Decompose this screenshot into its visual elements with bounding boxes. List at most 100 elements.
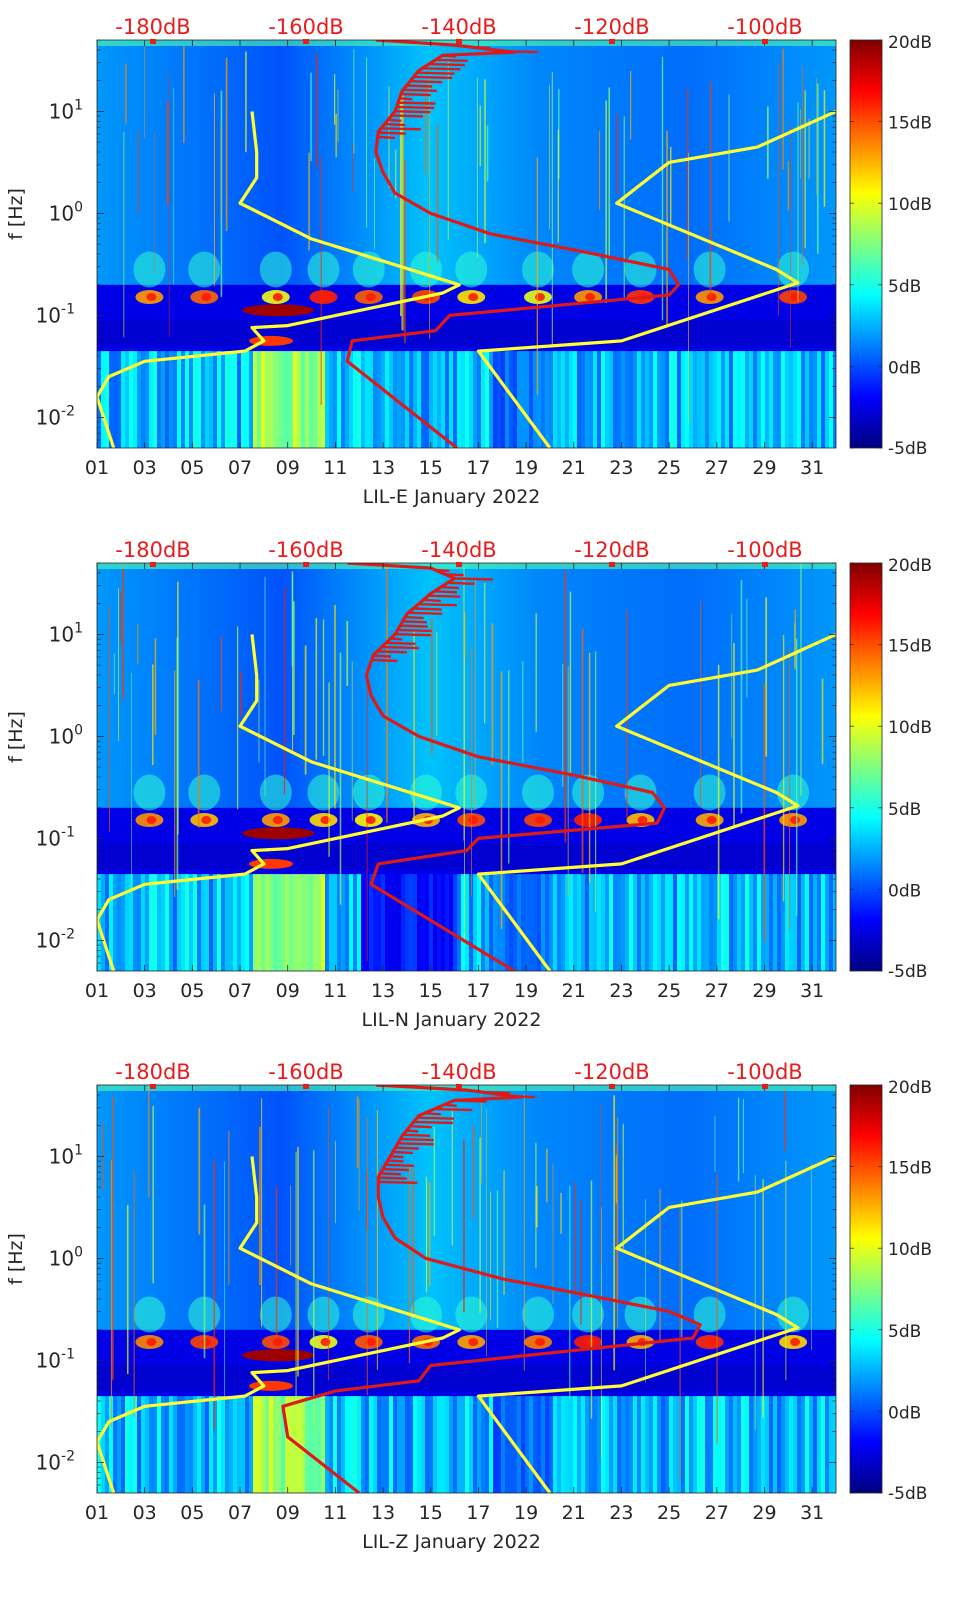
spectrogram-column	[565, 874, 570, 971]
spectrogram-column	[665, 351, 670, 448]
psd-wiggle	[396, 105, 435, 110]
spectrogram-column	[549, 1396, 554, 1493]
spectrogram-column	[613, 351, 618, 448]
spectrogram-column	[125, 874, 130, 971]
spectrogram-column	[353, 1396, 358, 1493]
spectrogram-column	[397, 351, 402, 448]
spectrogram-column	[585, 874, 590, 971]
spectrogram-column	[349, 874, 354, 971]
microseism-core	[320, 1338, 331, 1347]
spectrogram-column	[597, 1396, 602, 1493]
psd-wiggle	[423, 598, 442, 603]
spectrogram-column	[141, 351, 146, 448]
top-db-tick	[150, 562, 156, 567]
top-db-tick	[456, 39, 462, 44]
spectrogram	[97, 563, 836, 971]
top-db-label: -100dB	[727, 15, 802, 39]
spectrogram-column	[589, 351, 594, 448]
x-tick-label: 09	[276, 457, 300, 479]
spectrogram-column	[753, 1396, 758, 1493]
spectrogram-column	[273, 874, 278, 971]
colorbar-tick-label: 5dB	[888, 800, 921, 820]
y-tick-label: 101	[49, 1142, 83, 1168]
spectrogram-column	[101, 1396, 106, 1493]
psd-wiggle	[434, 1107, 473, 1112]
spectrogram-column	[401, 874, 406, 971]
psd-wiggle	[378, 1176, 407, 1180]
spectrogram-column	[289, 874, 294, 971]
spectrogram-column	[689, 351, 694, 448]
spectrogram-column	[257, 351, 262, 448]
storm-event	[242, 827, 315, 840]
psd-wiggle	[505, 50, 538, 54]
spectrogram-column	[289, 1396, 294, 1493]
spectrogram-column	[141, 874, 146, 971]
spectrogram-column	[789, 874, 794, 971]
spectrogram-column	[809, 874, 814, 971]
spectrogram-column	[557, 351, 562, 448]
microseism-core	[706, 293, 717, 302]
colorbar-tick-label: -5dB	[888, 962, 927, 982]
spectrogram-column	[665, 1396, 670, 1493]
microseism-plume	[572, 1296, 605, 1333]
y-tick-exponent: -2	[61, 1448, 75, 1464]
spectrogram-column	[217, 1396, 222, 1493]
spectrogram-column	[453, 1396, 458, 1493]
top-db-tick	[762, 39, 768, 44]
spectrogram-column	[521, 874, 526, 971]
top-db-tick	[456, 562, 462, 567]
spectrogram-column	[169, 1396, 174, 1493]
y-tick-label: 101	[49, 97, 83, 123]
spectrogram-column	[285, 874, 290, 971]
microseism-core	[320, 293, 331, 302]
spectrogram-column	[409, 1396, 414, 1493]
spectrogram-column	[361, 874, 366, 971]
psd-wiggle	[384, 122, 406, 127]
spectrogram-column	[729, 1396, 734, 1493]
spectrogram-column	[497, 1396, 502, 1493]
spectrogram-column	[745, 351, 750, 448]
spectrogram-column	[105, 1396, 110, 1493]
top-db-tick	[150, 39, 156, 44]
psd-wiggle	[390, 1154, 404, 1159]
microseism-core	[468, 293, 479, 302]
microseism-core	[272, 1338, 283, 1347]
spectrogram-column	[753, 351, 758, 448]
spectrogram-column	[409, 874, 414, 971]
spectrogram-column	[449, 1396, 454, 1493]
spectrogram-column	[501, 874, 506, 971]
spectrogram-column	[469, 1396, 474, 1493]
spectrogram-column	[789, 351, 794, 448]
spectrogram-column	[269, 1396, 274, 1493]
spectrogram-column	[653, 1396, 658, 1493]
spectrogram-column	[325, 1396, 330, 1493]
spectrogram-column	[697, 1396, 702, 1493]
high-noise-model-curve	[476, 109, 836, 448]
spectrogram-column	[817, 874, 822, 971]
spectrogram-column	[565, 351, 570, 448]
y-tick-label: 10-1	[36, 1346, 75, 1372]
spectrogram-column	[161, 351, 166, 448]
spectrogram-column	[721, 874, 726, 971]
spectrogram-column	[817, 351, 822, 448]
spectrogram-column	[437, 874, 442, 971]
spectrogram-column	[225, 1396, 230, 1493]
microseism-plume	[572, 251, 605, 288]
x-tick-label: 15	[419, 1502, 443, 1524]
low-noise-model-curve	[97, 111, 461, 448]
colorbar-tick-label: 15dB	[888, 1159, 932, 1179]
spectrogram-column	[705, 874, 710, 971]
top-band	[97, 1085, 836, 1091]
spectrogram-column	[597, 351, 602, 448]
colorbar-tick-label: 0dB	[888, 358, 921, 378]
psd-wiggle	[392, 1150, 413, 1155]
spectrogram-column	[701, 1396, 706, 1493]
spectrogram-column	[617, 1396, 622, 1493]
spectrogram-column	[605, 351, 610, 448]
spectrogram-column	[441, 874, 446, 971]
spectrogram-column	[765, 1396, 770, 1493]
spectrogram-column	[573, 874, 578, 971]
spectrogram-column	[561, 874, 566, 971]
